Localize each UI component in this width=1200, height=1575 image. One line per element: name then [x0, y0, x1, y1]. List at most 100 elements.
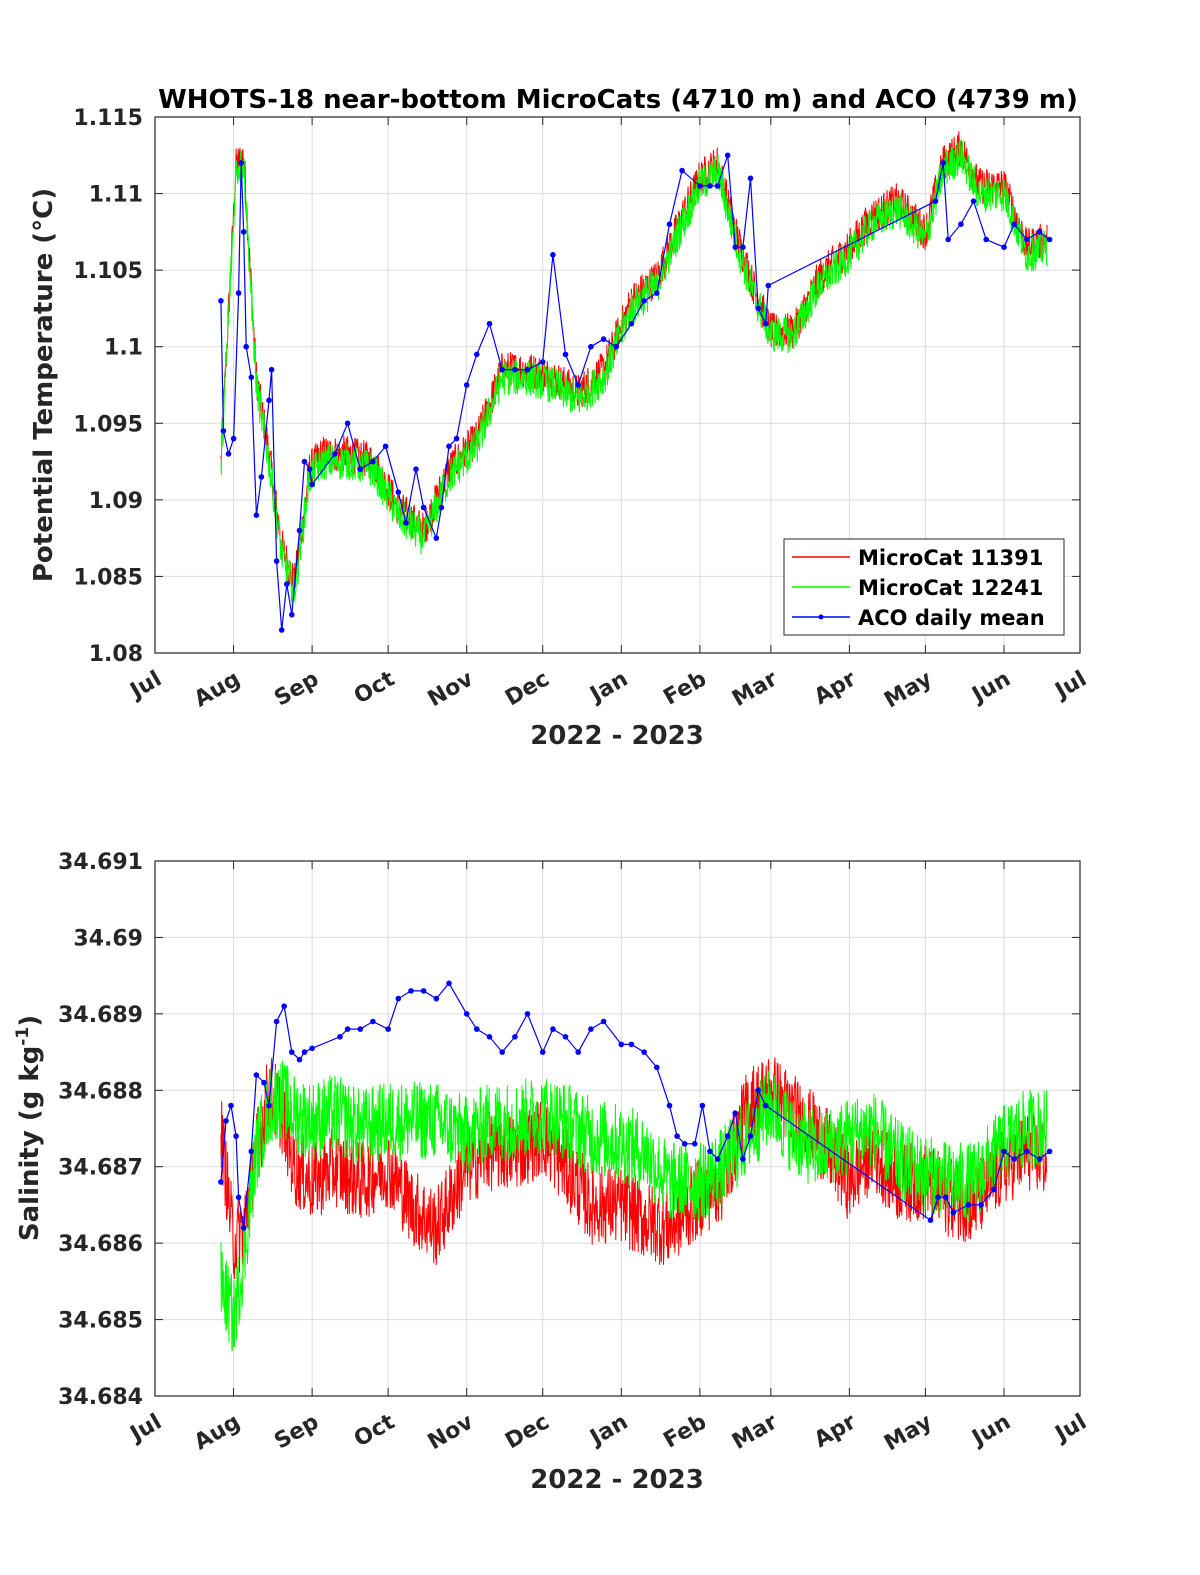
x-tick-label: Jul [1050, 667, 1091, 705]
legend: MicroCat 11391 MicroCat 12241 ACO daily … [783, 538, 1065, 636]
series-microcat-12241 [220, 1061, 1048, 1352]
aco-daily-mean-point [945, 236, 951, 243]
aco-daily-mean-point [463, 382, 470, 388]
aco-daily-mean-point [230, 435, 237, 442]
legend-label-microcat-11391: MicroCat 11391 [858, 546, 1043, 570]
aco-daily-mean-point [970, 198, 977, 204]
y-tick-label: 1.115 [73, 106, 143, 131]
x-tick-label: Jun [967, 1410, 1015, 1452]
y-tick-label: 34.691 [58, 850, 143, 875]
aco-daily-mean-point [600, 1018, 607, 1025]
aco-daily-mean-point [692, 1141, 698, 1147]
aco-daily-mean-point [666, 221, 673, 227]
aco-daily-mean-point [950, 1209, 957, 1216]
x-tick-label: Oct [350, 1409, 400, 1452]
x-tick-label: Mar [728, 1409, 782, 1455]
aco-daily-mean-point [965, 1202, 972, 1208]
aco-daily-mean-point [474, 1026, 480, 1032]
aco-daily-mean-point [732, 1110, 739, 1116]
x-tick-label: Feb [660, 1410, 711, 1454]
aco-daily-mean-point [395, 489, 402, 496]
aco-daily-mean-point [512, 366, 518, 373]
aco-daily-mean-point [238, 160, 244, 166]
y-tick-label: 1.085 [73, 565, 143, 590]
temperature-axes-frame [154, 116, 1081, 654]
x-tick-label: Aug [190, 1410, 244, 1456]
temperature-chart-title: WHOTS-18 near-bottom MicroCats (4710 m) … [158, 85, 1078, 115]
aco-daily-mean-point [942, 1194, 949, 1201]
aco-daily-mean-point [613, 343, 619, 350]
aco-daily-mean-point [284, 581, 290, 587]
aco-daily-mean-point [512, 1034, 518, 1040]
aco-daily-mean-point [433, 535, 440, 541]
aco-daily-mean-point [714, 1156, 721, 1162]
aco-daily-mean-point [337, 1034, 343, 1040]
aco-daily-mean-point [575, 382, 581, 388]
aco-daily-mean-point [991, 1186, 997, 1193]
aco-daily-mean-point [588, 1026, 594, 1032]
aco-daily-mean-point [235, 290, 242, 296]
aco-daily-mean-point [273, 1018, 280, 1025]
aco-daily-mean-point [679, 167, 685, 174]
salinity-y-label-sup: -1 [13, 1027, 33, 1046]
x-tick-label: Jul [125, 667, 166, 705]
aco-daily-mean-point [463, 1011, 470, 1017]
temperature-plot-area [218, 131, 1053, 633]
salinity-y-label-main: Salinity (g kg [15, 1046, 45, 1241]
salinity-axes-frame [154, 860, 1081, 1397]
temperature-x-axis-label: 2022 - 2023 [530, 721, 704, 751]
temperature-y-axis-label: Potential Temperature (°C) [29, 188, 59, 582]
aco-daily-mean-point [978, 1202, 984, 1208]
aco-daily-mean-point [499, 366, 506, 373]
y-tick-label: 1.105 [73, 259, 143, 284]
aco-daily-mean-point [438, 504, 445, 511]
aco-daily-mean-point [524, 366, 531, 373]
y-tick-label: 34.686 [58, 1232, 143, 1257]
aco-daily-mean-point [747, 175, 754, 182]
x-tick-label: May [880, 1410, 936, 1457]
aco-daily-mean-point [1001, 244, 1007, 250]
y-tick-label: 34.687 [58, 1156, 143, 1181]
aco-daily-mean-point [763, 1102, 769, 1109]
temperature-y-ticks: 1.08 1.085 1.09 1.095 1.1 1.105 1.11 1.115 [73, 106, 1080, 667]
aco-daily-mean-point [266, 1102, 272, 1109]
aco-daily-mean-point [218, 298, 224, 304]
x-tick-label: Nov [424, 666, 479, 712]
x-tick-label: Apr [810, 1409, 860, 1453]
aco-daily-mean-point [714, 183, 721, 189]
salinity-x-axis-label: 2022 - 2023 [530, 1465, 704, 1495]
y-tick-label: 34.688 [58, 1079, 143, 1104]
aco-daily-mean-point [1046, 1148, 1053, 1155]
aco-daily-mean-point [1011, 1156, 1017, 1162]
y-tick-label: 1.095 [73, 412, 143, 437]
aco-daily-mean-point [588, 343, 594, 350]
aco-daily-mean-point [370, 1018, 376, 1025]
aco-daily-mean-point [296, 1056, 303, 1063]
aco-daily-mean-point [395, 995, 402, 1002]
aco-daily-mean-point [248, 374, 255, 381]
x-tick-label: Jan [585, 1410, 633, 1452]
aco-daily-mean-point [562, 351, 569, 358]
aco-daily-mean-point [674, 1133, 680, 1139]
aco-daily-mean-point [699, 1102, 706, 1109]
aco-daily-mean-point [220, 428, 227, 434]
aco-daily-mean-point [433, 995, 440, 1002]
aco-daily-mean-point [225, 451, 232, 457]
y-tick-label: 34.689 [58, 1003, 143, 1028]
x-tick-label: Sep [270, 667, 323, 712]
aco-daily-mean-point [218, 1179, 224, 1185]
aco-daily-mean-point [1024, 236, 1030, 243]
aco-daily-mean-point [724, 1133, 731, 1139]
x-tick-label: Nov [424, 1409, 479, 1455]
aco-daily-mean-point [740, 1156, 746, 1162]
aco-daily-mean-point [289, 1049, 295, 1055]
aco-daily-mean-point [732, 244, 739, 250]
aco-daily-mean-point [261, 1079, 267, 1086]
aco-daily-mean-point [983, 236, 989, 243]
aco-daily-mean-point [344, 420, 351, 427]
aco-daily-mean-point [697, 183, 703, 189]
y-tick-label: 1.11 [89, 183, 143, 208]
aco-daily-mean-point [654, 1064, 660, 1071]
aco-daily-mean-point [278, 627, 285, 633]
aco-daily-mean-point [357, 466, 364, 473]
